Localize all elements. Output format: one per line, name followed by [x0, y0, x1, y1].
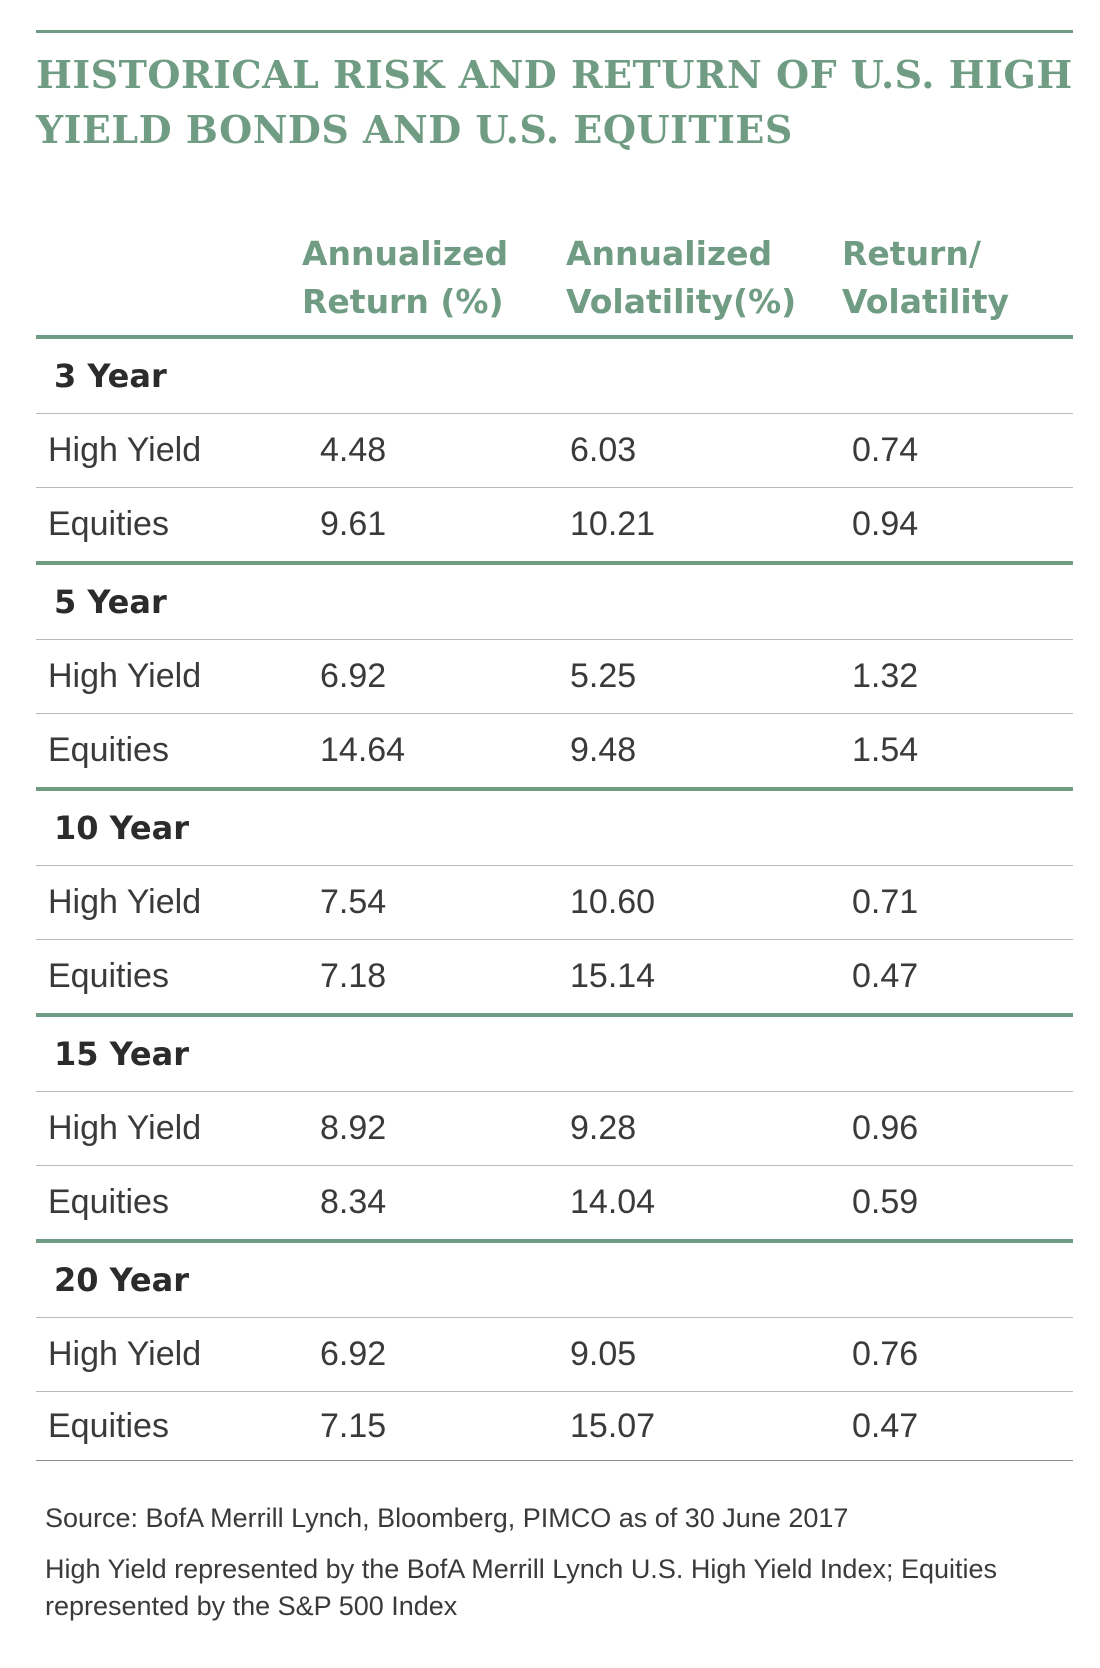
table-row: Equities 7.15 15.07 0.47: [36, 1391, 1073, 1461]
volatility-cell: 15.07: [566, 1391, 842, 1461]
ratio-cell: 0.47: [842, 939, 1073, 1017]
volatility-cell: 14.04: [566, 1165, 842, 1243]
return-cell: 4.48: [302, 413, 566, 488]
table-row: High Yield 4.48 6.03 0.74: [36, 413, 1073, 488]
return-cell: 6.92: [302, 1317, 566, 1392]
group-label: 3 Year: [36, 337, 1073, 414]
table-row: Equities 8.34 14.04 0.59: [36, 1165, 1073, 1243]
ratio-cell: 0.94: [842, 487, 1073, 565]
ratio-cell: 1.54: [842, 713, 1073, 791]
return-cell: 6.92: [302, 639, 566, 714]
table-row: High Yield 8.92 9.28 0.96: [36, 1091, 1073, 1166]
ratio-cell: 0.76: [842, 1317, 1073, 1392]
row-label: Equities: [36, 487, 302, 565]
definition-note: High Yield represented by the BofA Merri…: [45, 1554, 998, 1621]
row-label: Equities: [36, 1391, 302, 1461]
header-volatility-line-1: Annualized: [566, 234, 773, 273]
row-label: High Yield: [36, 865, 302, 940]
table-row: High Yield 6.92 9.05 0.76: [36, 1317, 1073, 1392]
header-ratio-line-1: Return/: [842, 234, 981, 273]
return-cell: 8.92: [302, 1091, 566, 1166]
group-label: 15 Year: [36, 1015, 1073, 1092]
header-return-line-1: Annualized: [302, 234, 509, 273]
ratio-cell: 0.71: [842, 865, 1073, 940]
row-label: Equities: [36, 1165, 302, 1243]
volatility-cell: 9.28: [566, 1091, 842, 1166]
title-line-1: HISTORICAL RISK AND RETURN OF U.S. HIGH: [36, 52, 1073, 97]
table-row: Equities 9.61 10.21 0.94: [36, 487, 1073, 565]
group-label: 20 Year: [36, 1241, 1073, 1318]
header-empty-cell: [36, 192, 302, 339]
return-cell: 7.18: [302, 939, 566, 1017]
chart-title: HISTORICAL RISK AND RETURN OF U.S. HIGH …: [36, 47, 1073, 157]
ratio-cell: 0.74: [842, 413, 1073, 488]
group-label: 10 Year: [36, 789, 1073, 866]
return-cell: 7.15: [302, 1391, 566, 1461]
row-label: High Yield: [36, 413, 302, 488]
table-row: High Yield 6.92 5.25 1.32: [36, 639, 1073, 714]
figure: HISTORICAL RISK AND RETURN OF U.S. HIGH …: [36, 30, 1073, 1461]
row-label: High Yield: [36, 1091, 302, 1166]
table-body: 3 Year High Yield 4.48 6.03 0.74 Equitie…: [36, 337, 1073, 1461]
risk-return-table: Annualized Return (%) Annualized Volatil…: [36, 192, 1073, 1461]
table-header-row: Annualized Return (%) Annualized Volatil…: [36, 192, 1073, 339]
return-cell: 8.34: [302, 1165, 566, 1243]
ratio-cell: 0.96: [842, 1091, 1073, 1166]
header-annualized-return: Annualized Return (%): [302, 192, 566, 339]
ratio-cell: 0.59: [842, 1165, 1073, 1243]
table-row: High Yield 7.54 10.60 0.71: [36, 865, 1073, 940]
header-volatility-line-2: Volatility(%): [566, 282, 797, 321]
group-row-20-year: 20 Year: [36, 1241, 1073, 1318]
group-row-15-year: 15 Year: [36, 1015, 1073, 1092]
return-cell: 14.64: [302, 713, 566, 791]
volatility-cell: 10.21: [566, 487, 842, 565]
group-row-10-year: 10 Year: [36, 789, 1073, 866]
row-label: Equities: [36, 939, 302, 1017]
header-ratio-line-2: Volatility: [842, 282, 1009, 321]
group-row-3-year: 3 Year: [36, 337, 1073, 414]
volatility-cell: 15.14: [566, 939, 842, 1017]
volatility-cell: 9.05: [566, 1317, 842, 1392]
group-label: 5 Year: [36, 563, 1073, 640]
ratio-cell: 0.47: [842, 1391, 1073, 1461]
table-row: Equities 14.64 9.48 1.54: [36, 713, 1073, 791]
return-cell: 7.54: [302, 865, 566, 940]
group-row-5-year: 5 Year: [36, 563, 1073, 640]
row-label: Equities: [36, 713, 302, 791]
header-return-volatility: Return/ Volatility: [842, 192, 1073, 339]
table-row: Equities 7.18 15.14 0.47: [36, 939, 1073, 1017]
source-note: Source: BofA Merrill Lynch, Bloomberg, P…: [45, 1503, 849, 1533]
volatility-cell: 10.60: [566, 865, 842, 940]
return-cell: 9.61: [302, 487, 566, 565]
top-rule: [36, 30, 1073, 33]
header-return-line-2: Return (%): [302, 282, 504, 321]
header-annualized-volatility: Annualized Volatility(%): [566, 192, 842, 339]
footnotes: Source: BofA Merrill Lynch, Bloomberg, P…: [45, 1500, 1065, 1639]
title-line-2: YIELD BONDS AND U.S. EQUITIES: [36, 107, 793, 152]
volatility-cell: 5.25: [566, 639, 842, 714]
ratio-cell: 1.32: [842, 639, 1073, 714]
volatility-cell: 9.48: [566, 713, 842, 791]
row-label: High Yield: [36, 1317, 302, 1392]
row-label: High Yield: [36, 639, 302, 714]
volatility-cell: 6.03: [566, 413, 842, 488]
